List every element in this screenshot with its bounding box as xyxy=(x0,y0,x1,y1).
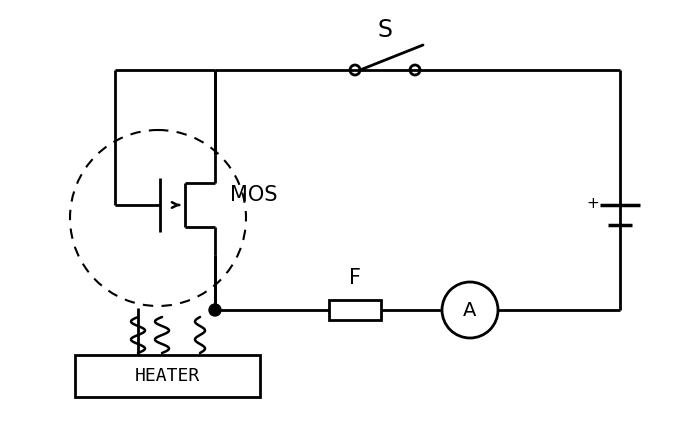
Text: F: F xyxy=(349,268,361,288)
Bar xyxy=(75,355,260,397)
Text: +: + xyxy=(587,195,599,210)
Circle shape xyxy=(209,304,221,316)
Text: MOS: MOS xyxy=(230,185,277,205)
Text: A: A xyxy=(463,300,477,320)
Bar xyxy=(329,300,381,320)
Text: HEATER: HEATER xyxy=(135,367,200,385)
Text: S: S xyxy=(377,18,393,42)
